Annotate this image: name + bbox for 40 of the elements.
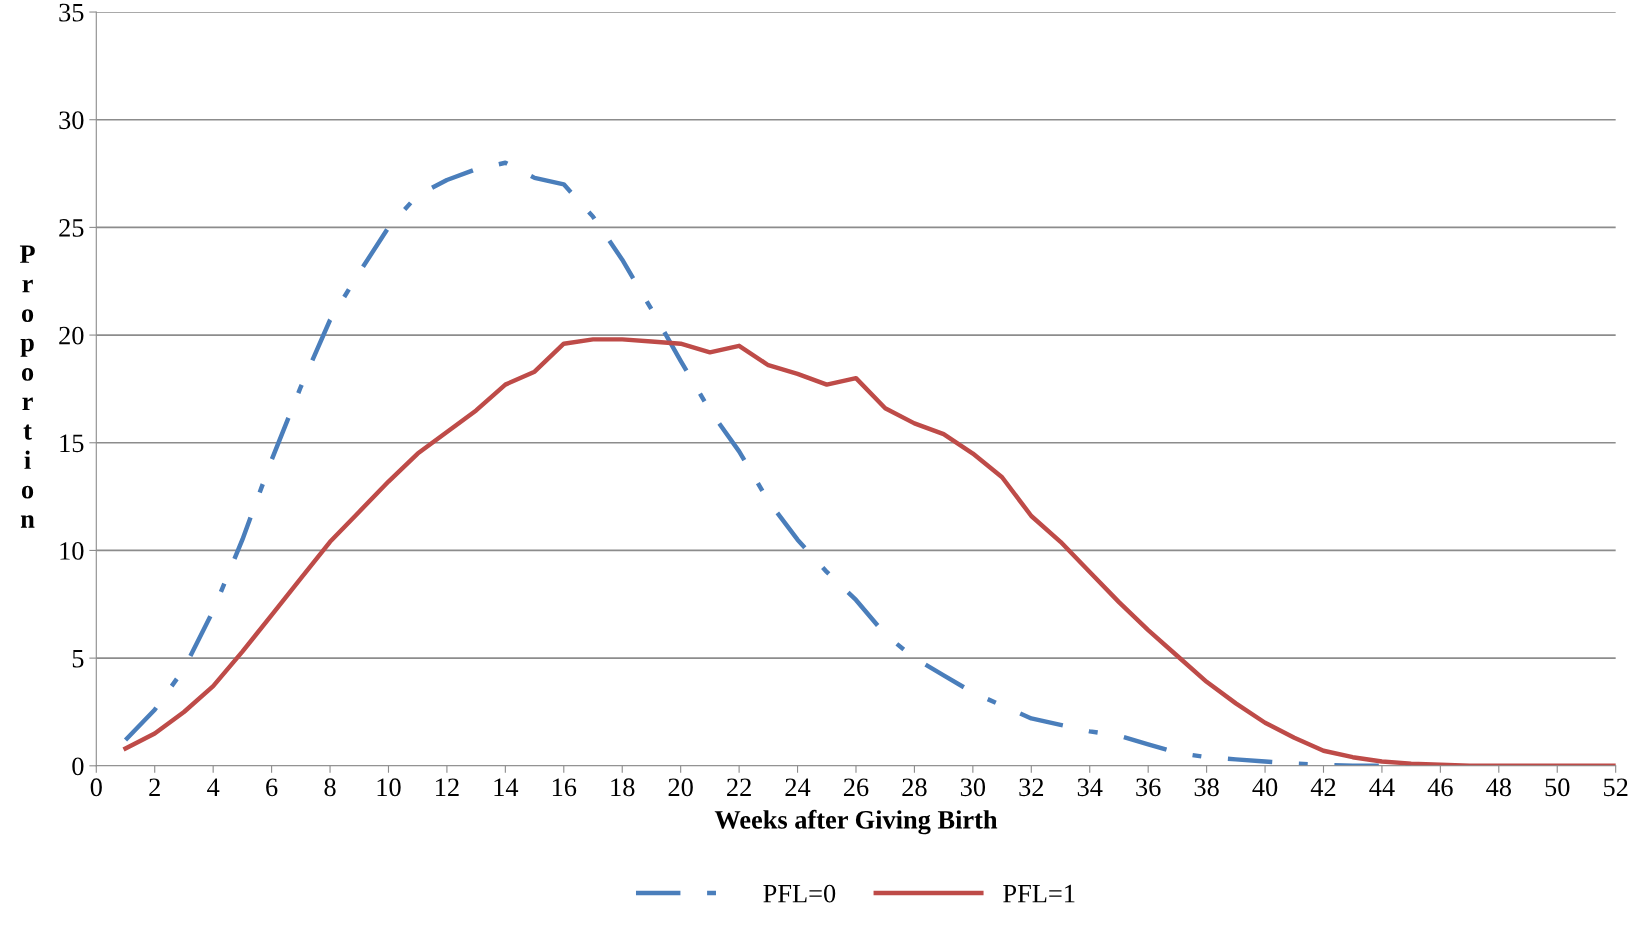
x-tick-label: 48: [1486, 778, 1511, 797]
x-tick-label: 34: [1077, 778, 1103, 797]
y-tick-label: 35: [59, 3, 84, 22]
x-axis-title: Weeks after Giving Birth: [714, 809, 998, 835]
x-tick-label: 12: [436, 778, 459, 796]
x-tick-label: 16: [552, 778, 577, 797]
x-tick-label: 20: [668, 778, 693, 797]
line-series: [123, 337, 1616, 766]
legend-label: PFL=1: [1003, 884, 1075, 903]
x-tick-label: 4: [207, 778, 220, 796]
x-tick-label: 52: [1604, 778, 1628, 797]
x-tick-label: 24: [785, 778, 811, 796]
x-tick-label: 8: [324, 778, 336, 797]
x-tick-label: 0: [90, 778, 102, 797]
y-tick-label: 30: [59, 111, 84, 130]
x-tick-label: 42: [1310, 778, 1336, 796]
x-tick-label: 50: [1545, 778, 1570, 797]
x-tick-label: 14: [494, 778, 519, 796]
x-tick-label: 30: [960, 778, 986, 797]
x-tick-label: 40: [1252, 778, 1278, 797]
y-tick-label: 20: [59, 326, 84, 345]
x-tick-label: 22: [727, 778, 751, 796]
x-tick-label: 28: [902, 778, 927, 797]
x-tick-label: 6: [266, 778, 278, 797]
x-tick-label: 38: [1194, 778, 1219, 797]
x-tick-label: 44: [1369, 778, 1395, 796]
y-tick-label: 15: [60, 434, 84, 453]
x-tick-label: 36: [1136, 778, 1161, 797]
x-tick-label: 32: [1019, 778, 1044, 797]
y-tick-label: 10: [60, 542, 84, 560]
x-tick-label: 26: [843, 778, 869, 797]
x-tick-label: 46: [1427, 778, 1453, 797]
text: Proportion: [19, 245, 35, 528]
x-tick-label: 10: [377, 778, 401, 797]
y-tick-label: 5: [72, 650, 84, 668]
legend-label: PFL=0: [763, 884, 836, 903]
y-tick-label: 0: [72, 757, 84, 776]
x-tick-label: 18: [611, 778, 635, 797]
x-tick-label: 2: [149, 778, 160, 796]
y-tick-label: 25: [59, 219, 84, 237]
